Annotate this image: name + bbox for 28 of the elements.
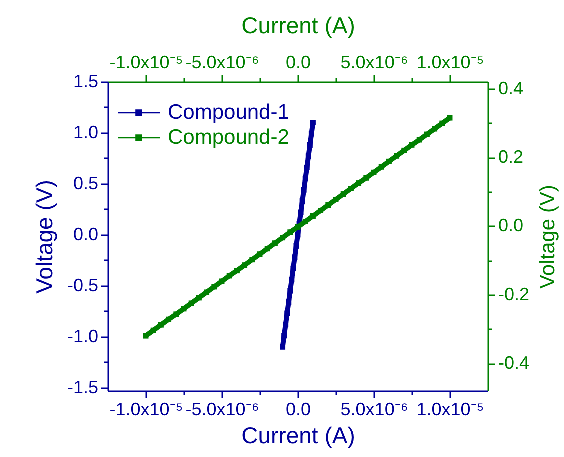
y2-tick-label: 0.2	[498, 147, 524, 168]
y2-tick-label: -0.2	[498, 284, 530, 304]
x2-tick-label: 1.0x10⁻⁵	[416, 52, 484, 72]
y-tick-label: 1.5	[73, 72, 98, 92]
y-axis-title: Voltage (V)	[31, 180, 58, 294]
x2-tick-label: -5.0x10⁻⁶	[186, 52, 260, 72]
y2-tick-label: 0.4	[498, 78, 524, 98]
x2-tick-label: 5.0x10⁻⁶	[340, 52, 408, 72]
y-tick-label: 0.0	[73, 224, 98, 244]
y-tick-label: -1.0	[67, 326, 98, 346]
x-tick-label: 5.0x10⁻⁶	[340, 400, 408, 420]
x-tick-label: 0.0	[286, 400, 312, 420]
x-tick-label: 1.0x10⁻⁵	[416, 400, 484, 420]
legend-label: Compound-2	[168, 126, 290, 149]
x2-tick-label: 0.0	[286, 52, 312, 72]
x2-axis-title: Current (A)	[242, 12, 356, 38]
y2-tick-label: 0.0	[498, 216, 524, 236]
y-tick-label: -0.5	[67, 275, 98, 296]
x2-tick-label: -1.0x10⁻⁵	[110, 52, 184, 72]
x-tick-label: -5.0x10⁻⁶	[186, 400, 260, 420]
y2-tick-label: -0.4	[498, 353, 530, 374]
y2-axis-title: Voltage (V)	[536, 185, 560, 289]
x-axis-title: Current (A)	[242, 422, 356, 448]
x-tick-label: -1.0x10⁻⁵	[110, 400, 184, 420]
y-tick-label: -1.5	[67, 377, 98, 398]
legend-label: Compound-1	[168, 101, 290, 124]
y-tick-label: 1.0	[73, 122, 98, 142]
y-tick-label: 0.5	[73, 173, 98, 194]
